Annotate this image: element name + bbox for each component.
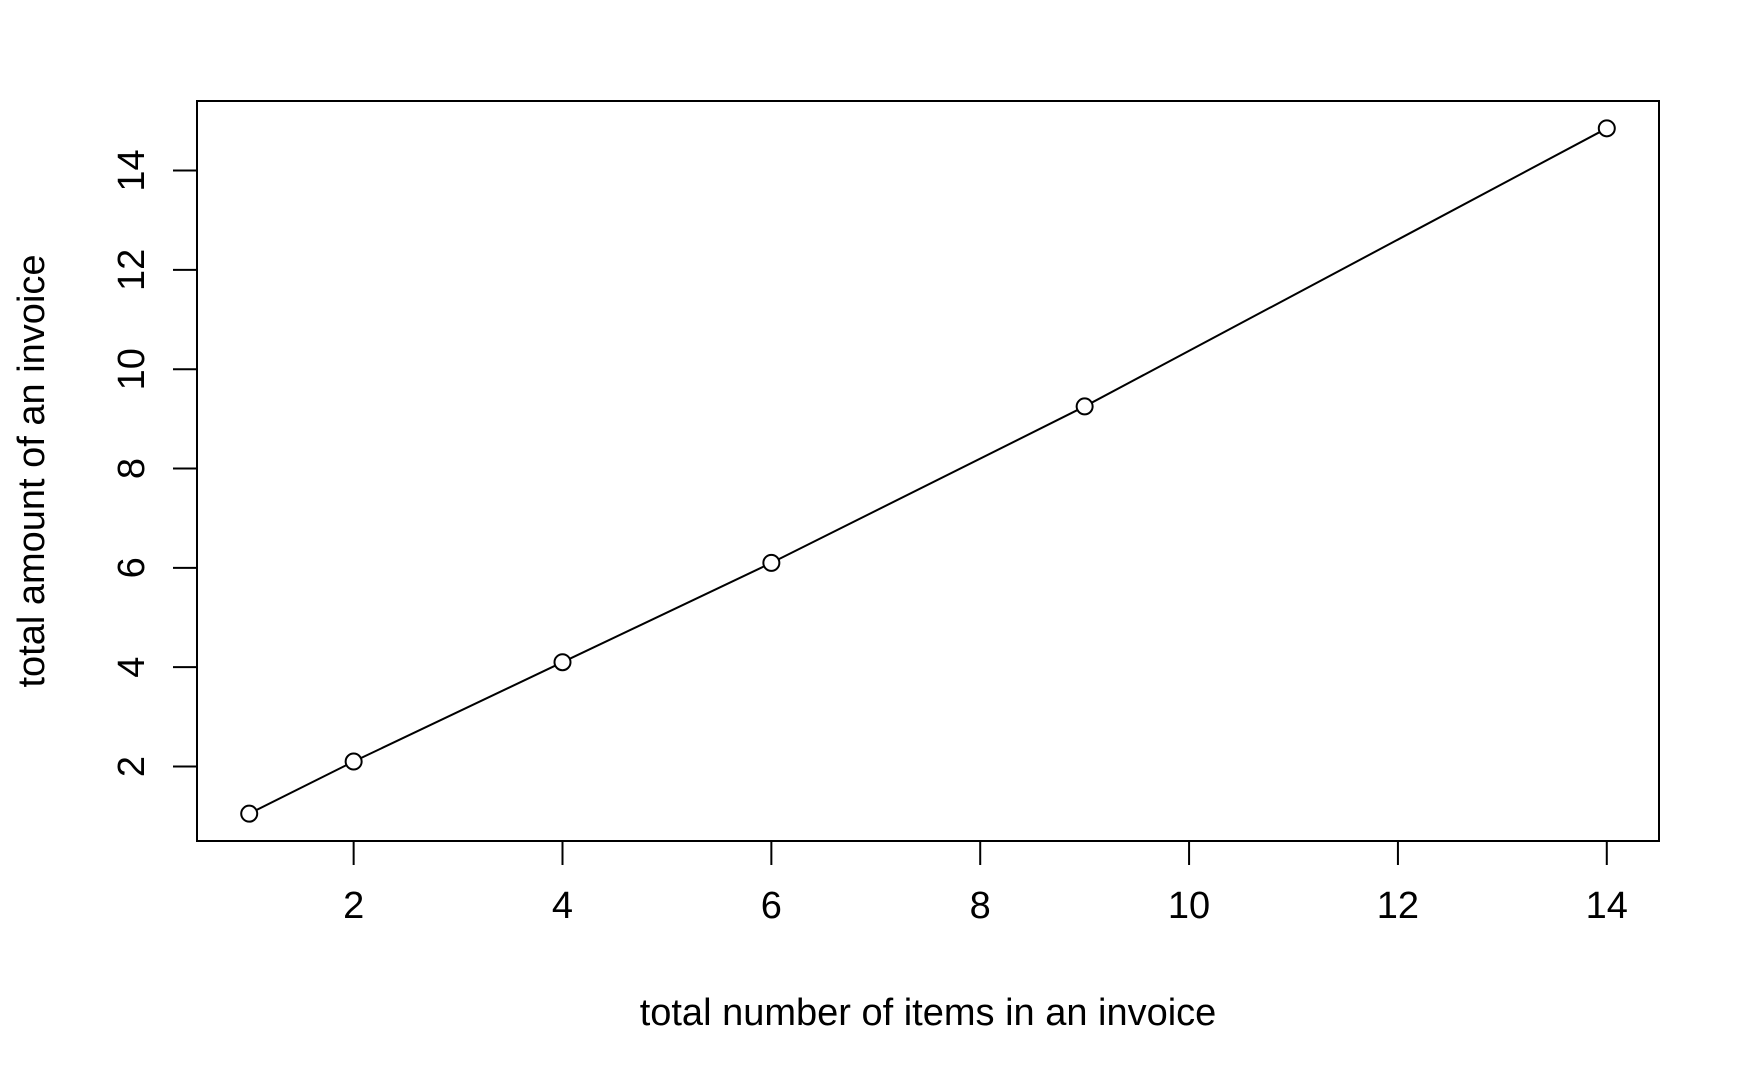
y-tick-label: 12 [111,249,153,291]
y-tick-label: 2 [111,756,153,777]
data-point [240,804,259,823]
x-tick-label: 8 [970,885,991,927]
x-tick-label: 10 [1168,885,1210,927]
x-axis-title: total number of items in an invoice [640,992,1217,1034]
y-tick-label: 4 [111,657,153,678]
data-point [1597,119,1616,138]
y-tick-label: 6 [111,557,153,578]
y-axis: 2 4 6 8 10 12 14 [111,149,198,777]
series-line [248,127,1608,815]
y-tick-label: 14 [111,149,153,191]
x-tick-label: 4 [552,885,573,927]
y-tick-label: 10 [111,348,153,390]
x-tick-label: 12 [1377,885,1419,927]
data-point [344,752,363,771]
data-point [1075,397,1094,416]
y-axis-title: total amount of an invoice [11,254,53,687]
data-point [762,553,781,572]
data-point [553,653,572,672]
x-tick-label: 2 [343,885,364,927]
series-layer [240,119,1616,823]
plot-box [196,100,1660,842]
y-tick-label: 8 [111,458,153,479]
x-axis: 2 4 6 8 10 12 14 [343,840,1628,927]
x-tick-label: 14 [1586,885,1628,927]
x-tick-label: 6 [761,885,782,927]
